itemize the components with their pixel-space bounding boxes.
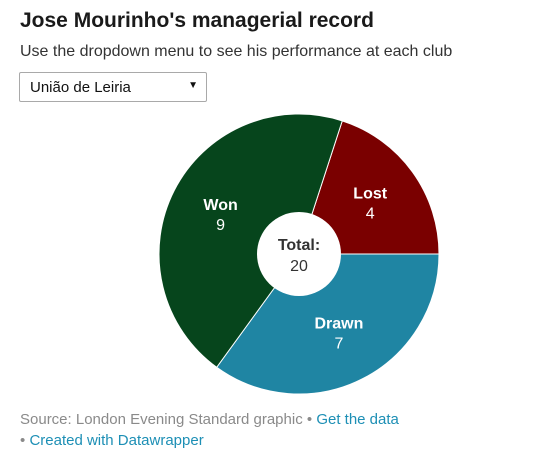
center-total-label: Total:	[278, 237, 320, 254]
slice-label-lost: Lost	[353, 185, 387, 202]
slice-label-won: Won	[203, 197, 237, 214]
donut-hole	[257, 212, 341, 296]
slice-drawn[interactable]	[216, 253, 440, 395]
slice-value-won: 9	[216, 217, 225, 234]
footer-separator: •	[306, 411, 313, 428]
source-text: Source: London Evening Standard graphic	[20, 411, 303, 428]
center-total-value: 20	[290, 258, 308, 275]
slice-value-lost: 4	[366, 205, 375, 222]
slice-value-drawn: 7	[334, 335, 343, 352]
chart-subtitle: Use the dropdown menu to see his perform…	[20, 43, 453, 60]
slice-won[interactable]	[158, 113, 343, 368]
chart-title: Jose Mourinho's managerial record	[20, 9, 374, 32]
slice-lost[interactable]	[298, 120, 440, 255]
triangle-down-icon: ▼	[188, 80, 198, 91]
footer-separator-2: •	[20, 432, 26, 449]
club-dropdown-value: União de Leiria	[30, 79, 131, 96]
get-the-data-link[interactable]: Get the data	[316, 411, 399, 428]
datawrapper-link[interactable]: Created with Datawrapper	[29, 432, 204, 449]
chart-footer: Source: London Evening Standard graphic …	[20, 409, 540, 451]
slice-label-drawn: Drawn	[314, 315, 363, 332]
club-dropdown[interactable]: União de Leiria ▼	[19, 72, 207, 102]
